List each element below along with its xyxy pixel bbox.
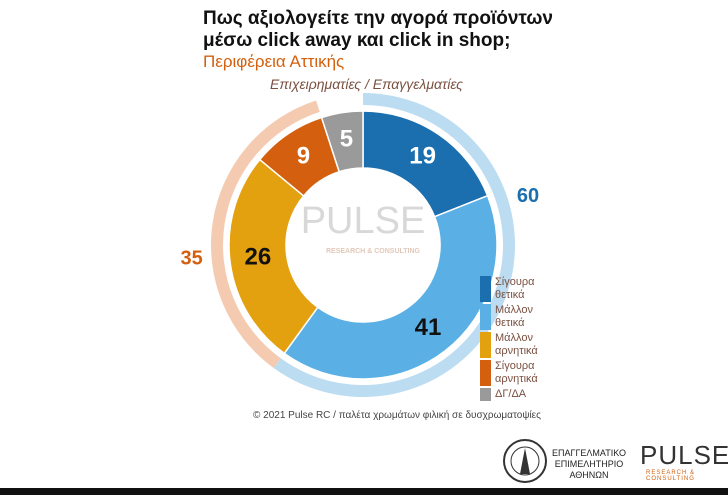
chamber-logo [503,439,547,483]
chamber-line: ΑΘΗΝΩΝ [569,470,609,480]
data-label: 26 [244,244,271,271]
legend-label: Μάλλον αρνητικά [495,332,538,357]
group-label: 35 [180,248,202,270]
credit: © 2021 Pulse RC / παλέτα χρωμάτων φιλική… [253,410,541,421]
title: Πως αξιολογείτε την αγορά προϊόντων μέσω… [203,8,553,52]
legend: Σίγουρα θετικά Μάλλον θετικά Μάλλον αρνητι… [480,276,560,403]
data-label: 5 [340,126,353,153]
subtitle: Περιφέρεια Αττικής [203,52,345,71]
watermark: PULSE [301,200,426,242]
legend-label: Σίγουρα θετικά [495,276,535,301]
legend-item: Μάλλον αρνητικά [480,332,560,358]
bottom-bar [0,488,728,495]
legend-swatch [480,388,491,401]
legend-item: ΔΓ/ΔΑ [480,388,560,401]
legend-swatch [480,276,491,302]
donut-segment [320,110,364,173]
title-line: Πως αξιολογείτε την αγορά προϊόντων [203,8,553,29]
legend-label: Σίγουρα αρνητικά [495,360,538,385]
legend-label: ΔΓ/ΔΑ [495,388,527,400]
brand: PULSE [640,440,728,470]
legend-swatch [480,304,491,330]
group-arc [210,100,320,368]
legend-item: Σίγουρα αρνητικά [480,360,560,386]
data-label: 9 [297,143,310,170]
legend-item: Σίγουρα θετικά [480,276,560,302]
data-label: 19 [409,143,436,170]
chamber-line: ΕΠΙΜΕΛΗΤΗΡΙΟ [554,459,624,469]
watermark-sub: RESEARCH & CONSULTING [326,248,421,255]
brand-sub: RESEARCH & CONSULTING [646,470,696,482]
chart: PULSE RESEARCH & CONSULTING 60 35 19 41 26 9 5 [180,93,539,397]
chamber-line: ΕΠΑΓΓΕΛΜΑΤΙΚΟ [552,448,626,458]
legend-item: Μάλλον θετικά [480,304,560,330]
title-line: μέσω click away και click in shop; [203,30,511,51]
panel-title: Επιχειρηματίες / Επαγγελματίες [270,76,463,92]
donut-segment [228,158,319,355]
legend-label: Μάλλον θετικά [495,304,533,329]
legend-swatch [480,360,491,386]
data-label: 41 [415,314,442,341]
chamber-name: ΕΠΑΓΓΕΛΜΑΤΙΚΟ ΕΠΙΜΕΛΗΤΗΡΙΟ ΑΘΗΝΩΝ [552,448,626,481]
group-label: 60 [517,185,539,207]
legend-swatch [480,332,491,358]
